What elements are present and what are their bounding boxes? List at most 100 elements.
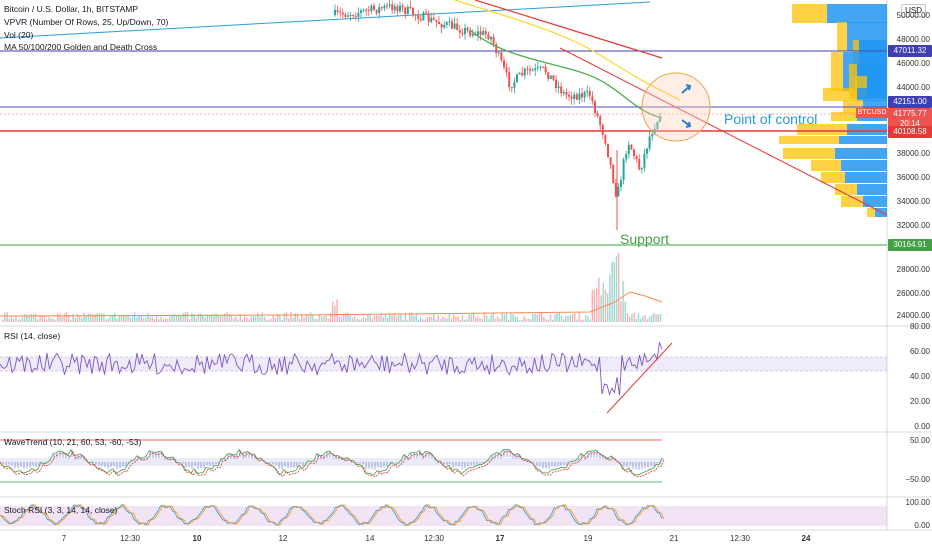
wt-histogram — [194, 462, 196, 467]
volume-bar — [96, 313, 98, 322]
wt-histogram — [296, 462, 298, 467]
volume-bar — [182, 312, 184, 322]
volume-bar — [70, 319, 72, 322]
ma-legend[interactable]: MA 50/100/200 Golden and Death Cross — [4, 42, 158, 52]
wt-histogram — [23, 462, 25, 469]
wavetrend-title[interactable]: WaveTrend (10, 21, 60, 53, -60, -53) — [4, 437, 142, 447]
volume-bar — [74, 318, 76, 322]
candle — [575, 94, 578, 100]
wt-histogram — [11, 462, 13, 466]
volume-bar — [57, 313, 59, 322]
volume-bar — [118, 316, 120, 322]
price-axis-label: 36000.00 — [896, 173, 930, 182]
volume-bar — [46, 319, 48, 322]
candle — [479, 31, 482, 35]
vpvr-row-down — [821, 172, 845, 183]
volume-bar — [325, 314, 327, 322]
volume-bar — [615, 256, 618, 322]
candle — [339, 11, 342, 13]
volume-bar — [215, 313, 217, 322]
vpvr-legend[interactable]: VPVR (Number Of Rows, 25, Up/Down, 70) — [4, 17, 169, 27]
volume-bar — [602, 282, 604, 322]
candle — [526, 68, 529, 70]
wt-histogram — [455, 462, 457, 467]
volume-bar — [420, 317, 422, 322]
volume-bar — [48, 317, 50, 322]
support-label[interactable]: Support — [620, 231, 670, 247]
wt-histogram — [89, 462, 91, 463]
volume-bar — [591, 289, 593, 322]
wt-histogram — [320, 455, 322, 460]
bar-countdown-tag: 20:14 — [888, 119, 932, 129]
wt-histogram — [110, 462, 112, 468]
wt-histogram — [488, 459, 490, 462]
wt-histogram — [536, 462, 538, 467]
volume-bar — [338, 316, 340, 322]
wt-histogram — [554, 462, 556, 467]
volume-bar — [582, 319, 585, 322]
candle — [451, 21, 453, 29]
volume-bar — [109, 315, 112, 322]
volume-bar — [380, 313, 382, 322]
wt-histogram — [101, 462, 103, 467]
volume-bar — [2, 319, 4, 322]
candle — [614, 182, 617, 197]
wt-histogram — [371, 462, 373, 470]
wt-histogram — [245, 451, 247, 458]
wt-histogram — [617, 460, 619, 462]
volume-bar — [490, 314, 492, 322]
candle — [352, 14, 355, 16]
volume-bar — [252, 315, 255, 322]
volume-bar — [140, 315, 142, 322]
vpvr-row-down — [797, 124, 847, 135]
volume-bar — [283, 312, 285, 322]
volume-bar — [541, 312, 543, 322]
volume-bar — [501, 313, 503, 322]
wt-histogram — [332, 453, 334, 459]
wt-histogram — [545, 462, 547, 469]
resistance-price-tag: 47011.32 — [888, 45, 932, 57]
wt-histogram — [629, 462, 631, 466]
candle — [487, 34, 490, 40]
wt-histogram — [542, 462, 544, 469]
volume-legend[interactable]: Vol (20) — [4, 30, 34, 40]
wt-histogram — [578, 458, 580, 461]
volume-bar — [318, 314, 321, 322]
volume-bar — [112, 314, 114, 322]
currency-badge[interactable]: USD — [901, 4, 926, 17]
point-of-control-label[interactable]: Point of control — [724, 111, 818, 127]
wt-histogram — [440, 461, 442, 462]
candle — [341, 12, 344, 15]
price-axis-label: 24000.00 — [896, 311, 930, 320]
candle — [521, 72, 524, 76]
wt-histogram — [197, 462, 199, 469]
rsi-axis-label: 0.00 — [914, 422, 930, 431]
candle — [435, 19, 438, 22]
volume-bar — [508, 319, 510, 322]
rsi-title[interactable]: RSI (14, close) — [4, 331, 61, 341]
stoch-axis-label: 100.00 — [905, 498, 930, 507]
volume-bar — [35, 313, 37, 322]
time-axis-label: 7 — [61, 534, 67, 543]
volume-bar — [488, 318, 490, 322]
wt-histogram — [272, 462, 274, 465]
stoch-rsi-title[interactable]: Stoch RSI (3, 3, 14, 14, close) — [4, 505, 118, 515]
volume-bar — [402, 319, 404, 322]
volume-bar — [413, 315, 415, 322]
volume-bar — [116, 318, 118, 322]
volume-bar — [94, 314, 96, 322]
volume-bar — [494, 318, 497, 322]
wt-histogram — [650, 462, 652, 467]
volume-bar — [587, 316, 589, 322]
volume-bar — [362, 317, 365, 322]
volume-bar — [567, 315, 569, 322]
wt-histogram — [266, 462, 268, 463]
volume-bar — [442, 316, 444, 322]
volume-bar — [268, 319, 270, 322]
volume-bar — [321, 316, 323, 322]
vpvr-row-up — [845, 172, 887, 183]
wt-histogram — [374, 462, 376, 470]
price-axis-label: 44000.00 — [896, 83, 930, 92]
volume-bar — [409, 312, 411, 322]
